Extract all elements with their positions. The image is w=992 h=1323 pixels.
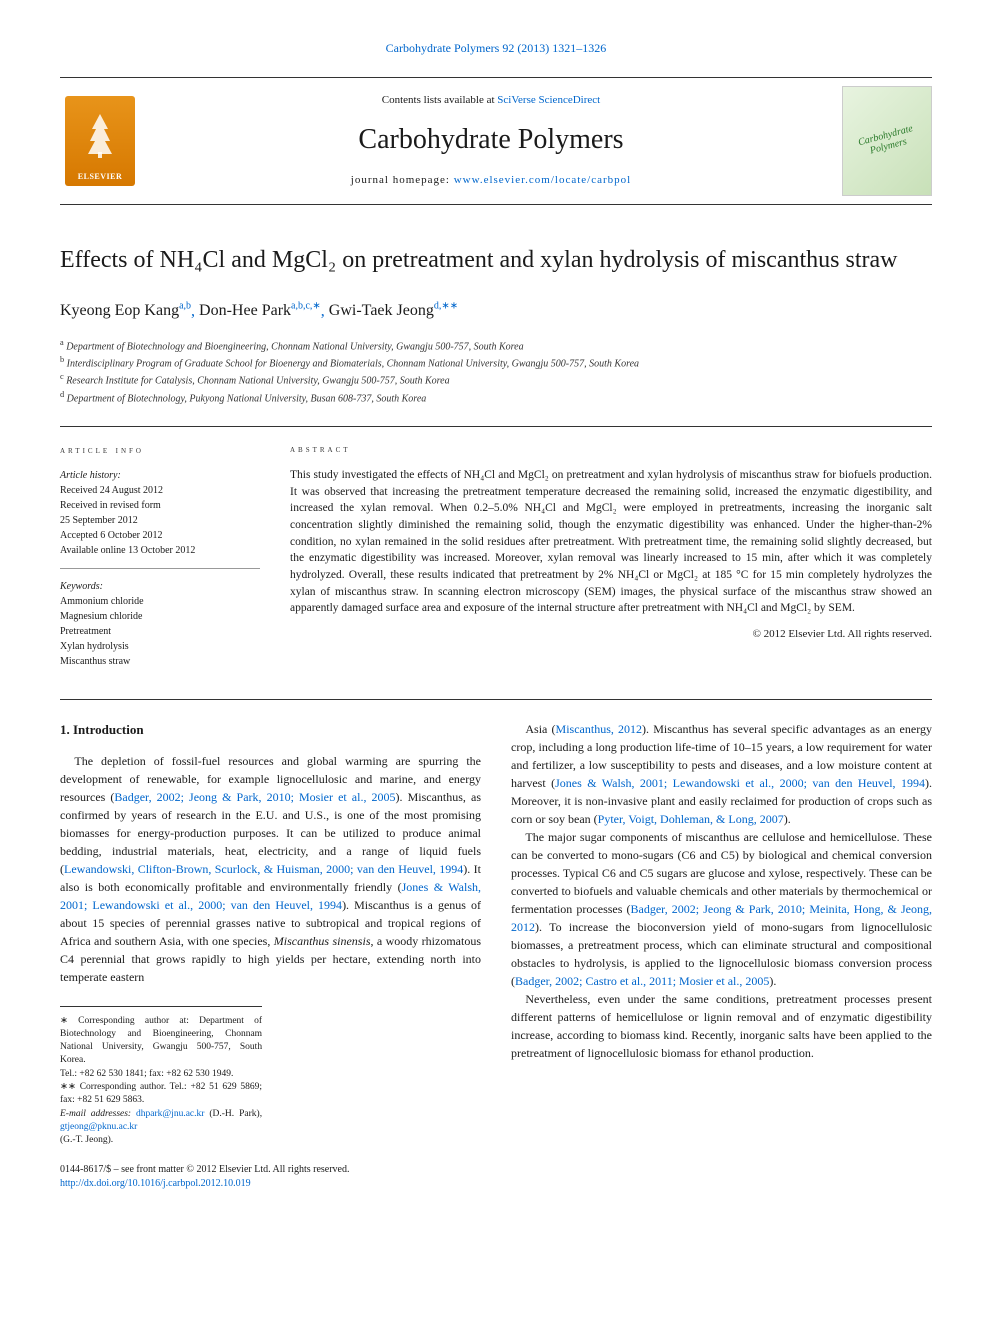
homepage-link[interactable]: www.elsevier.com/locate/carbpol [454,174,632,186]
email-name-2: (G.-T. Jeong). [60,1134,262,1147]
history-line: Received in revised form [60,498,260,513]
corresponding-note-1: ∗ Corresponding author at: Department of… [60,1015,262,1068]
contents-line: Contents lists available at SciVerse Sci… [140,93,842,108]
keyword: Pretreatment [60,624,260,639]
email-label: E-mail addresses: [60,1109,136,1119]
affiliation: b Interdisciplinary Program of Graduate … [60,354,932,371]
citation-link[interactable]: Carbohydrate Polymers 92 (2013) 1321–132… [386,41,607,55]
abstract: ABSTRACT This study investigated the eff… [290,443,932,669]
elsevier-logo-text: ELSEVIER [78,171,122,182]
keyword: Ammonium chloride [60,594,260,609]
doi-link[interactable]: http://dx.doi.org/10.1016/j.carbpol.2012… [60,1178,251,1189]
keyword: Xylan hydrolysis [60,639,260,654]
running-head: Carbohydrate Polymers 92 (2013) 1321–132… [60,40,932,57]
article-title: Effects of NH₄Cl and MgCl₂ on pretreatme… [60,245,932,276]
abstract-heading: ABSTRACT [290,443,932,457]
homepage-line: journal homepage: www.elsevier.com/locat… [140,173,842,188]
corresponding-tel-1: Tel.: +82 62 530 1841; fax: +82 62 530 1… [60,1068,262,1081]
author-list: Kyeong Eop Kanga,b, Don-Hee Parka,b,c,∗,… [60,300,932,323]
article-info: ARTICLE INFO Article history: Received 2… [60,443,260,669]
author: Gwi-Taek Jeongd,∗∗ [329,302,458,319]
homepage-prefix: journal homepage: [351,174,454,186]
email-link-2[interactable]: gtjeong@pknu.ac.kr [60,1122,137,1132]
issn-line: 0144-8617/$ – see front matter © 2012 El… [60,1163,481,1177]
cover-text: Carbohydrate Polymers [842,119,933,163]
history-line: 25 September 2012 [60,513,260,528]
elsevier-tree-icon [75,104,125,164]
contents-prefix: Contents lists available at [382,94,497,106]
publisher-logo-container: ELSEVIER [60,91,140,191]
email-addresses: E-mail addresses: dhpark@jnu.ac.kr (D.-H… [60,1108,262,1135]
history-line: Received 24 August 2012 [60,483,260,498]
corresponding-note-2: ∗∗ Corresponding author. Tel.: +82 51 62… [60,1081,262,1108]
journal-cover: Carbohydrate Polymers [842,86,932,196]
article-info-heading: ARTICLE INFO [60,443,260,458]
masthead-center: Contents lists available at SciVerse Sci… [140,93,842,189]
intro-para-cont: Asia (Miscanthus, 2012). Miscanthus has … [511,720,932,1062]
affiliation: d Department of Biotechnology, Pukyong N… [60,389,932,406]
body-column-left: 1. Introduction The depletion of fossil-… [60,720,481,1191]
journal-name: Carbohydrate Polymers [140,120,842,159]
author: Kyeong Eop Kanga,b [60,302,191,319]
history-line: Accepted 6 October 2012 [60,528,260,543]
keywords-label: Keywords: [60,579,260,594]
body-column-right: Asia (Miscanthus, 2012). Miscanthus has … [511,720,932,1191]
keyword: Magnesium chloride [60,609,260,624]
abstract-copyright: © 2012 Elsevier Ltd. All rights reserved… [290,627,932,642]
history-line: Available online 13 October 2012 [60,543,260,558]
article-history-block: Article history: Received 24 August 2012… [60,468,260,569]
abstract-text: This study investigated the effects of N… [290,467,932,617]
sciencedirect-link[interactable]: SciVerse ScienceDirect [497,94,600,106]
affiliation: c Research Institute for Catalysis, Chon… [60,371,932,388]
email-link-1[interactable]: dhpark@jnu.ac.kr [136,1109,204,1119]
affiliations: a Department of Biotechnology and Bioeng… [60,337,932,406]
author: Don-Hee Parka,b,c,∗ [199,302,321,319]
journal-masthead: ELSEVIER Contents lists available at Sci… [60,77,932,205]
keyword: Miscanthus straw [60,654,260,669]
footer: 0144-8617/$ – see front matter © 2012 El… [60,1163,481,1191]
section-heading-intro: 1. Introduction [60,720,481,740]
footnotes: ∗ Corresponding author at: Department of… [60,1006,262,1148]
elsevier-logo: ELSEVIER [65,96,135,186]
affiliation: a Department of Biotechnology and Bioeng… [60,337,932,354]
history-label: Article history: [60,468,260,483]
body-columns: 1. Introduction The depletion of fossil-… [60,699,932,1191]
intro-para-1: The depletion of fossil-fuel resources a… [60,752,481,986]
email-name-1: (D.-H. Park), [204,1109,262,1119]
keywords-block: Keywords: Ammonium chlorideMagnesium chl… [60,579,260,669]
